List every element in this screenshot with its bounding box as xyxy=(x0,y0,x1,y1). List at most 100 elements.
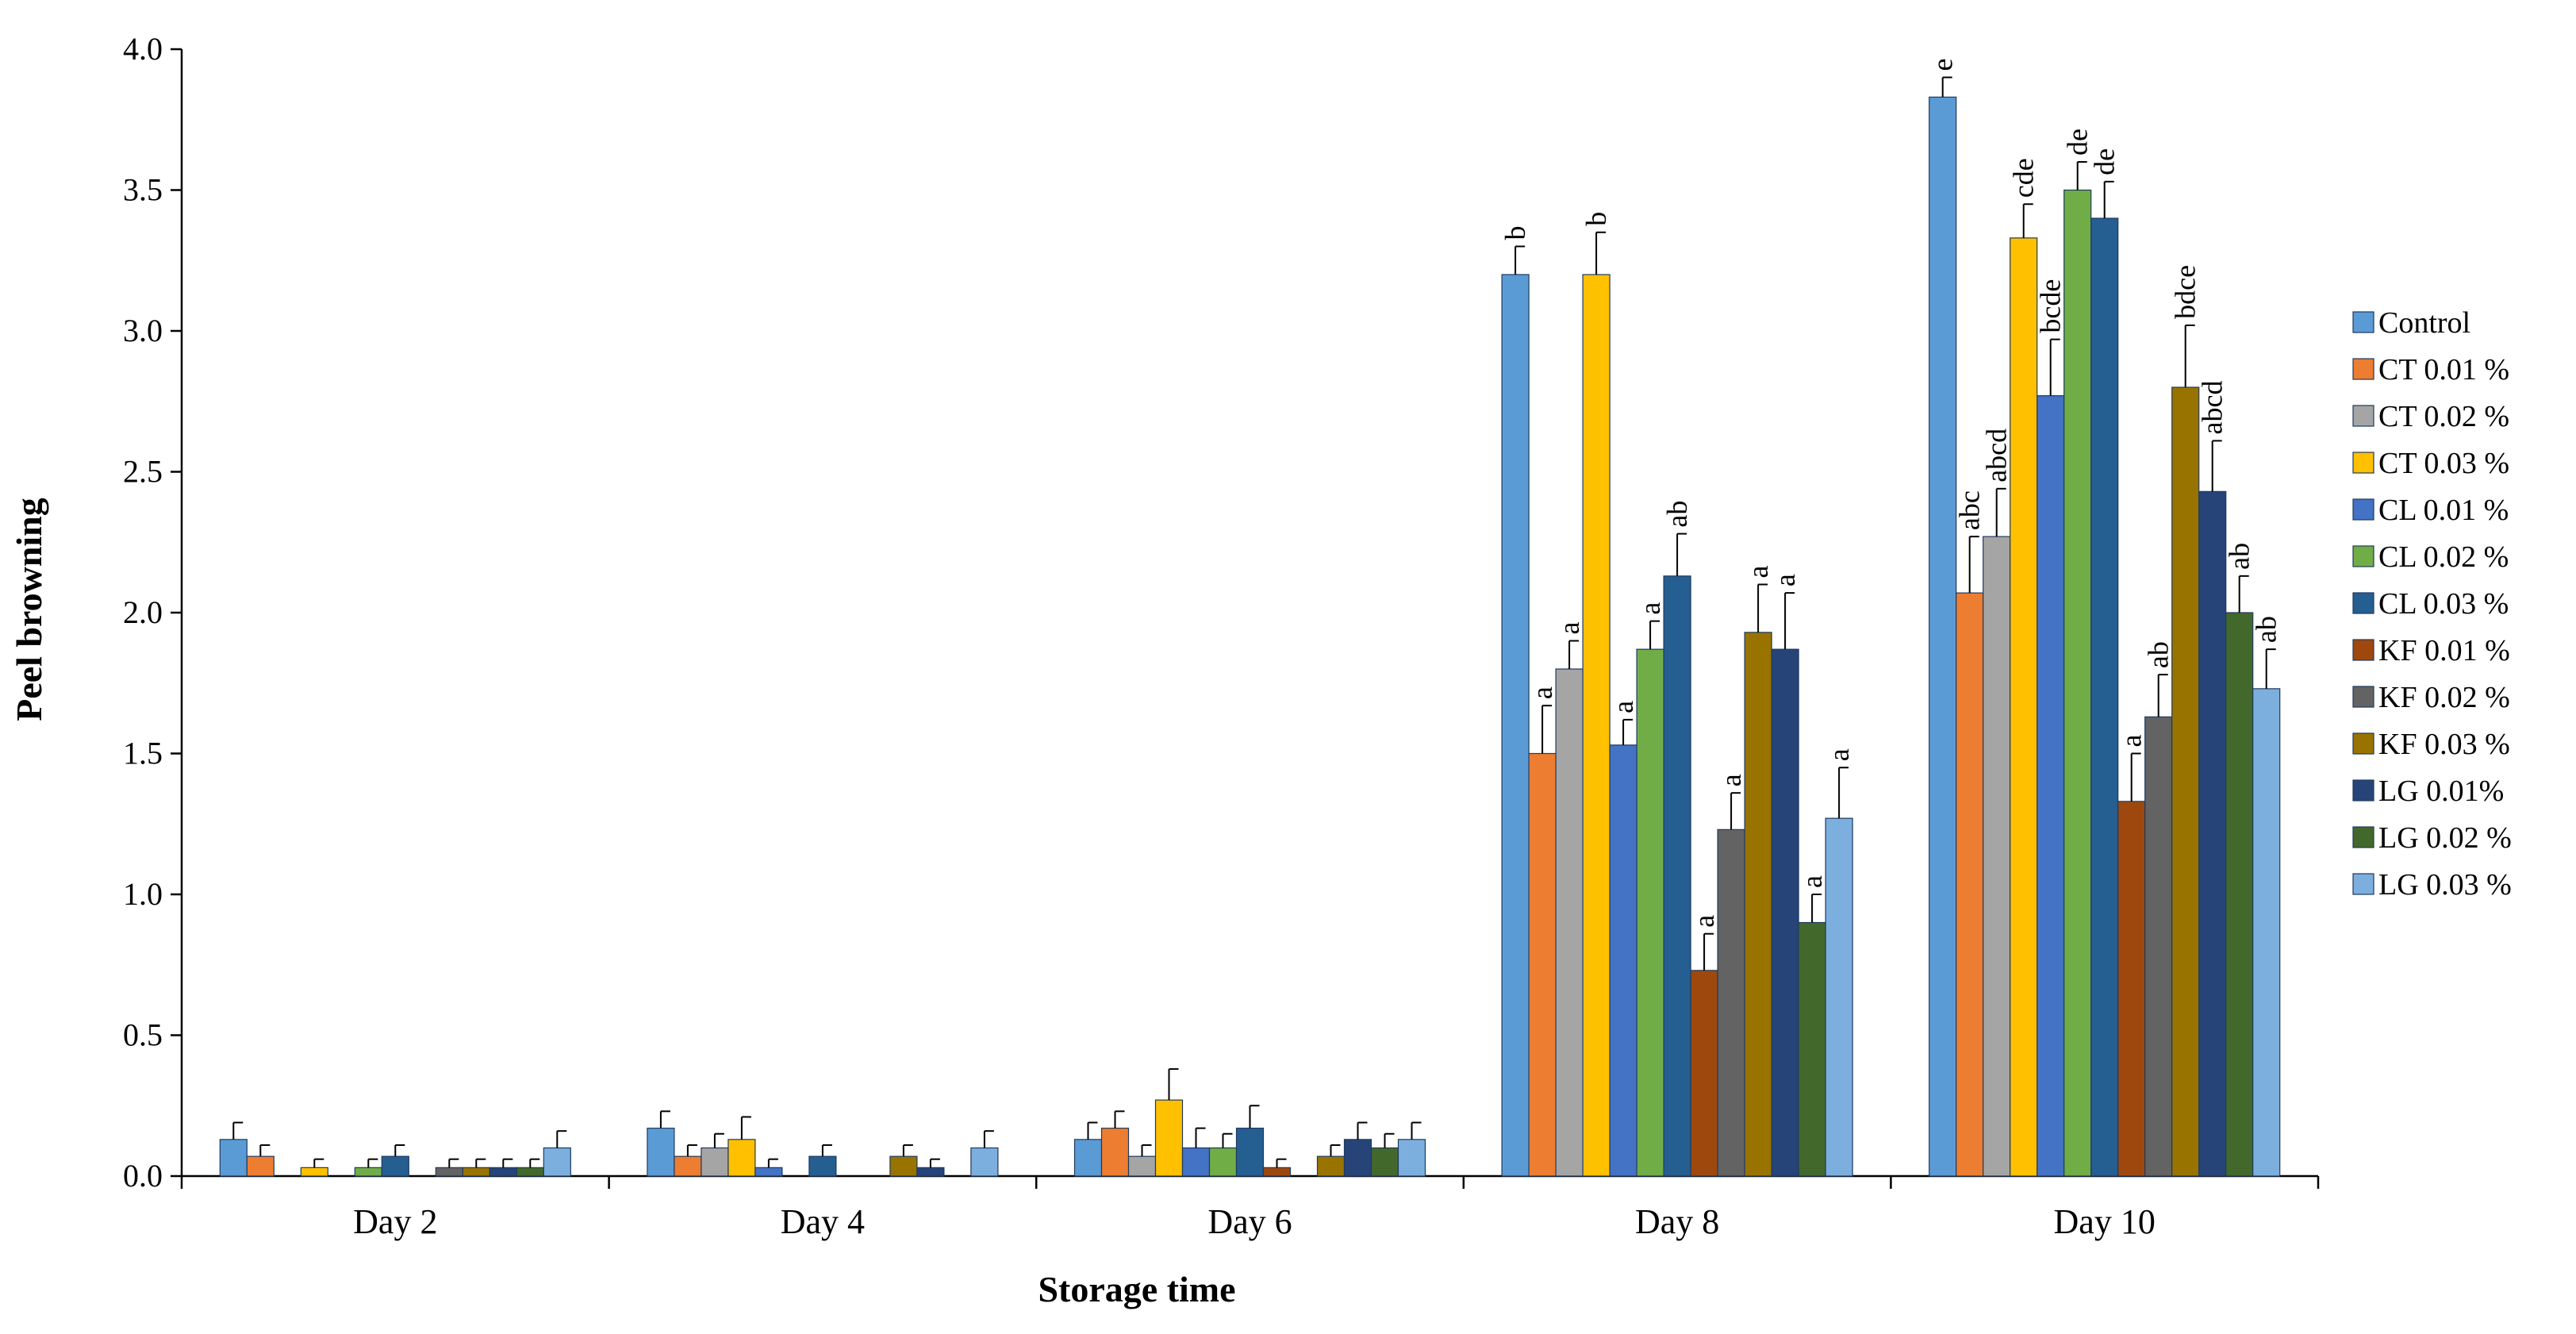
bar xyxy=(1127,1155,1157,1177)
bar xyxy=(674,1155,702,1177)
bar xyxy=(246,1155,274,1177)
bar xyxy=(808,1155,837,1177)
significance-labels-group: baabaaabaaaaaaeabcabcdcdebcdededeaabbdce… xyxy=(1499,59,2282,928)
bar xyxy=(754,1167,783,1177)
legend-swatch xyxy=(2352,545,2374,567)
x-tick-label: Day 10 xyxy=(2054,1202,2156,1241)
legend-label: CT 0.02 % xyxy=(2378,400,2509,433)
legend-swatch xyxy=(2352,592,2374,614)
bar xyxy=(219,1139,248,1177)
bar xyxy=(1397,1139,1426,1177)
bar xyxy=(462,1167,490,1177)
bar xyxy=(543,1147,571,1177)
significance-label: a xyxy=(1607,701,1639,713)
significance-label: e xyxy=(1927,59,1959,71)
axes-group: 0.0 0.5 1.0 1.5 2.0 2.5 3.0 3.5 4.0 Day 2 Day 4 Day… xyxy=(123,31,2320,1241)
bar xyxy=(1370,1147,1399,1177)
legend-swatch xyxy=(2352,639,2374,661)
x-tick-label: Day 4 xyxy=(781,1202,865,1241)
bar xyxy=(1798,921,1826,1177)
bar xyxy=(1744,632,1772,1177)
y-tick-label: 4.0 xyxy=(123,31,163,67)
bar xyxy=(1609,744,1637,1177)
legend-swatch xyxy=(2352,452,2374,474)
y-tick-label: 3.0 xyxy=(123,313,163,348)
bar xyxy=(1208,1147,1238,1177)
legend-swatch xyxy=(2352,405,2374,427)
bar xyxy=(1771,648,1799,1177)
legend-swatch xyxy=(2352,498,2374,521)
bar xyxy=(1555,668,1584,1177)
x-axis-title: Storage time xyxy=(1038,1269,1235,1309)
significance-label: ab xyxy=(2143,641,2175,668)
bar xyxy=(1717,828,1745,1177)
bar xyxy=(1154,1099,1184,1177)
legend-swatch xyxy=(2352,311,2374,333)
y-tick-label: 2.0 xyxy=(123,594,163,630)
y-tick-label: 0.0 xyxy=(123,1158,163,1194)
bar xyxy=(1956,592,1984,1177)
bar xyxy=(2252,688,2281,1177)
y-tick-label: 2.5 xyxy=(123,454,163,490)
significance-label: b xyxy=(1580,212,1612,226)
significance-label: ab xyxy=(2251,616,2282,643)
legend-label: LG 0.01% xyxy=(2378,775,2504,808)
error-bars-group xyxy=(232,76,2276,1168)
bar xyxy=(1690,970,1718,1177)
x-tick-label: Day 6 xyxy=(1207,1202,1292,1241)
bar xyxy=(1316,1155,1346,1177)
significance-label: abcd xyxy=(1981,429,2013,482)
significance-label: abcd xyxy=(2197,380,2229,434)
bar xyxy=(2090,217,2119,1177)
legend-label: CL 0.02 % xyxy=(2378,540,2509,574)
bar xyxy=(1262,1167,1292,1177)
legend-swatch xyxy=(2352,686,2374,708)
y-tick-label: 0.5 xyxy=(123,1017,163,1053)
legend-label: KF 0.01 % xyxy=(2378,634,2510,667)
bar xyxy=(701,1147,729,1177)
legend-label: CL 0.01 % xyxy=(2378,494,2509,527)
bar xyxy=(435,1167,463,1177)
legend-swatch xyxy=(2352,873,2374,895)
bar xyxy=(970,1147,999,1177)
bar xyxy=(1582,274,1610,1177)
significance-label: abc xyxy=(1954,490,1986,530)
legend-swatch xyxy=(2352,826,2374,848)
bar xyxy=(1983,536,2011,1177)
bar xyxy=(916,1167,945,1177)
bar xyxy=(2144,716,2173,1177)
bar xyxy=(727,1139,756,1177)
bar xyxy=(2010,237,2038,1177)
bar xyxy=(1100,1128,1130,1177)
legend-swatch xyxy=(2352,358,2374,380)
bar xyxy=(2063,189,2092,1177)
significance-label: bdce xyxy=(2170,265,2202,319)
legend-label: CT 0.01 % xyxy=(2378,353,2509,386)
significance-label: a xyxy=(1796,875,1828,888)
bar xyxy=(1929,96,1957,1177)
x-tick-label: Day 8 xyxy=(1635,1202,1719,1241)
bar xyxy=(647,1128,675,1177)
bar xyxy=(1636,648,1664,1177)
bar xyxy=(354,1167,382,1177)
bar xyxy=(889,1155,918,1177)
legend-label: CL 0.03 % xyxy=(2378,587,2509,621)
bars-group xyxy=(219,96,2281,1177)
significance-label: a xyxy=(1634,602,1666,615)
significance-label: a xyxy=(1769,574,1801,586)
significance-label: ab xyxy=(1661,501,1693,528)
bar xyxy=(489,1167,517,1177)
significance-label: de xyxy=(2062,129,2094,156)
bar xyxy=(1235,1128,1265,1177)
bar xyxy=(381,1155,409,1177)
bar xyxy=(1501,274,1530,1177)
bar xyxy=(516,1167,544,1177)
legend-label: LG 0.02 % xyxy=(2378,821,2512,855)
legend-label: KF 0.03 % xyxy=(2378,728,2510,761)
bar xyxy=(1073,1139,1103,1177)
bar xyxy=(1528,752,1557,1177)
bar xyxy=(2225,612,2254,1177)
bar xyxy=(2171,386,2200,1177)
